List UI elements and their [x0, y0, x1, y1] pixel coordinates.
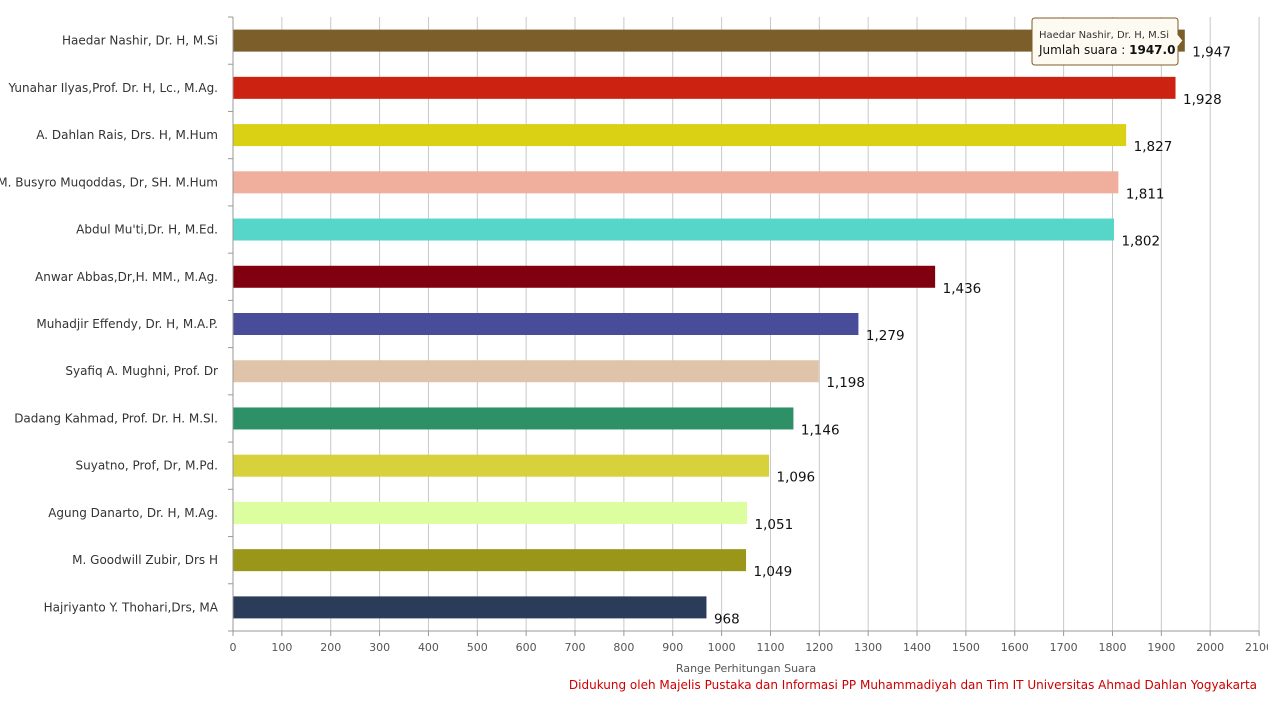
x-axis-title: Range Perhitungan Suara	[676, 662, 816, 675]
tooltip-box	[1031, 17, 1184, 66]
x-tick-label: 300	[369, 641, 390, 654]
x-tick-label: 1100	[756, 641, 784, 654]
x-tick-label: 700	[565, 641, 586, 654]
tooltip-value: Jumlah suara : 1947.0	[1038, 43, 1175, 57]
category-label: M. Goodwill Zubir, Drs H	[72, 553, 218, 567]
category-label: A. Dahlan Rais, Drs. H, M.Hum	[36, 128, 218, 142]
category-label: Abdul Mu'ti,Dr. H, M.Ed.	[76, 223, 218, 237]
bar	[233, 218, 1114, 241]
bar	[233, 454, 770, 477]
category-label: Dadang Kahmad, Prof. Dr. H. M.SI.	[14, 411, 218, 425]
tooltip-value-prefix: Jumlah suara :	[1038, 43, 1129, 57]
x-tick-label: 1900	[1147, 641, 1175, 654]
bar	[233, 171, 1119, 194]
bar	[233, 501, 748, 524]
bar	[233, 549, 747, 572]
x-tick-label: 2000	[1196, 641, 1224, 654]
grid-lines	[281, 17, 1260, 631]
data-labels: 1,947 1,928 1,827 1,811 1,802 1,436 1,279 1,198…	[714, 45, 1231, 628]
x-tick-label: 1700	[1050, 641, 1078, 654]
data-label: 1,049	[754, 564, 793, 580]
category-label: Syafiq A. Mughni, Prof. Dr	[65, 364, 218, 378]
category-label: Agung Danarto, Dr. H, M.Ag.	[48, 506, 218, 520]
x-tick-label: 2100	[1245, 641, 1268, 654]
bar	[233, 360, 819, 383]
bar	[233, 596, 707, 619]
data-label: 1,811	[1126, 186, 1165, 202]
x-tick-label: 1300	[854, 641, 882, 654]
x-tick-label: 1800	[1098, 641, 1126, 654]
bar	[233, 313, 859, 335]
credit-text: Didukung oleh Majelis Pustaka dan Inform…	[569, 678, 1257, 692]
x-tick-label: 1500	[952, 641, 980, 654]
x-tick-label: 800	[613, 641, 634, 654]
category-label: Hajriyanto Y. Thohari,Drs, MA	[44, 600, 219, 614]
category-label: Muhadjir Effendy, Dr. H, M.A.P.	[36, 317, 218, 331]
tooltip-value-number: 1947.0	[1129, 43, 1175, 57]
category-labels: Haedar Nashir, Dr. H, M.Si Yunahar Ilyas,…	[0, 34, 219, 615]
data-label: 1,802	[1121, 234, 1160, 250]
category-label: Anwar Abbas,Dr,H. MM., M.Ag.	[35, 270, 218, 284]
x-tick-label: 0	[230, 641, 237, 654]
x-tick-label: 900	[662, 641, 683, 654]
data-label: 1,436	[943, 281, 982, 297]
x-tick-label: 1400	[903, 641, 931, 654]
bar	[233, 29, 1185, 52]
x-tick-label: 1000	[708, 641, 736, 654]
category-label: Yunahar Ilyas,Prof. Dr. H, Lc., M.Ag.	[7, 81, 218, 95]
data-label: 1,146	[801, 422, 840, 438]
category-label: Suyatno, Prof, Dr, M.Pd.	[76, 459, 219, 473]
tooltip: Haedar Nashir, Dr. H, M.Si Jumlah suara :…	[1031, 17, 1184, 66]
data-label: 1,827	[1134, 139, 1173, 155]
bar	[233, 407, 794, 430]
x-tick-label: 100	[271, 641, 292, 654]
data-label: 1,279	[866, 328, 905, 344]
x-tick-label: 1200	[805, 641, 833, 654]
x-tick-label: 1600	[1001, 641, 1029, 654]
data-label: 1,947	[1192, 45, 1231, 61]
bar	[233, 124, 1127, 147]
data-label: 1,051	[755, 517, 794, 533]
x-tick-label: 200	[320, 641, 341, 654]
data-label: 968	[714, 611, 740, 627]
data-label: 1,096	[777, 470, 816, 486]
x-tick-label: 500	[467, 641, 488, 654]
x-tick-label: 600	[516, 641, 537, 654]
x-tick-label: 400	[418, 641, 439, 654]
category-label: Haedar Nashir, Dr. H, M.Si	[62, 34, 218, 48]
bar	[233, 265, 936, 288]
data-label: 1,198	[826, 375, 865, 391]
tooltip-name: Haedar Nashir, Dr. H, M.Si	[1039, 30, 1169, 41]
bars	[233, 29, 1185, 619]
category-label: M. Busyro Muqoddas, Dr, SH. M.Hum	[0, 175, 218, 189]
data-label: 1,928	[1183, 92, 1222, 108]
axes	[228, 16, 1260, 636]
x-tick-labels: 0 100 200 300 400 500 600 700 800 900 1000 1100 1200…	[230, 641, 1268, 654]
bar	[233, 76, 1176, 99]
